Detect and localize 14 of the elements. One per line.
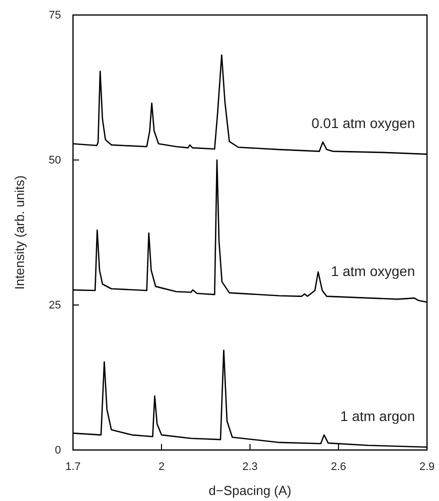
x-tick-label: 2.6: [330, 460, 346, 473]
y-tick-label: 0: [54, 444, 61, 457]
series-label: 0.01 atm oxygen: [311, 115, 415, 132]
y-axis-title: Intensity (arb. units): [12, 175, 27, 290]
y-tick-label: 50: [48, 154, 61, 167]
y-tick-label: 75: [48, 10, 61, 22]
x-axis-title: d−Spacing (A): [208, 483, 292, 498]
x-tick-label: 1.7: [65, 460, 81, 473]
y-tick-label: 25: [48, 300, 61, 312]
series-label: 1 atm oxygen: [330, 263, 415, 280]
series-label: 1 atm argon: [340, 408, 415, 424]
x-tick-label: 2.3: [242, 460, 258, 473]
x-tick-label: 2: [158, 460, 165, 473]
x-tick-label: 2.9: [419, 460, 435, 473]
